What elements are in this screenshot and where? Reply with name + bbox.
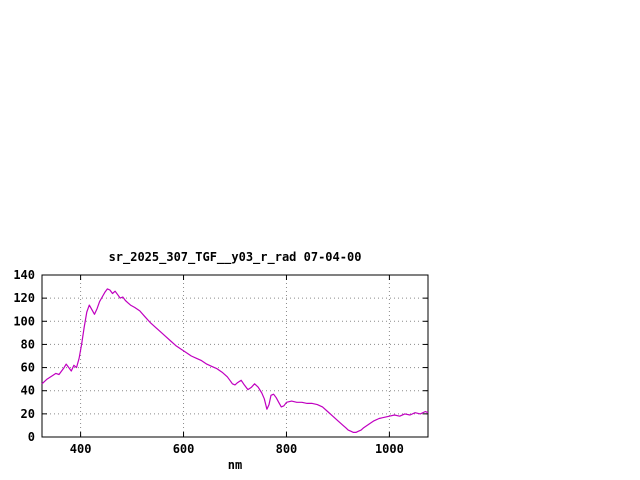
y-tick-label: 80 (21, 337, 35, 351)
y-tick-label: 40 (21, 384, 35, 398)
y-tick-label: 120 (13, 291, 35, 305)
y-tick-label: 140 (13, 268, 35, 282)
plot-frame (41, 274, 429, 438)
y-tick-label: 100 (13, 314, 35, 328)
x-tick-label: 800 (276, 442, 298, 456)
series-line (41, 288, 429, 433)
y-tick-label: 60 (21, 361, 35, 375)
x-tick-label: 400 (70, 442, 92, 456)
y-tick-label: 0 (28, 430, 35, 444)
y-tick-label: 20 (21, 407, 35, 421)
x-axis-label: nm (227, 458, 243, 472)
chart-title: sr_2025_307_TGF__y03_r_rad 07-04-00 (108, 250, 362, 264)
x-tick-label: 1000 (375, 442, 404, 456)
x-tick-label: 600 (173, 442, 195, 456)
